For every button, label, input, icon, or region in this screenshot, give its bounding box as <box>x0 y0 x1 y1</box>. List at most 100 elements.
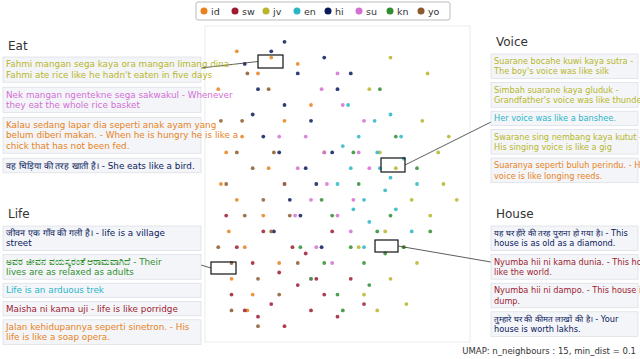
point <box>283 182 287 186</box>
point <box>352 198 356 202</box>
annotation-text: house is worth lakhs. <box>494 324 581 334</box>
legend-label: kn <box>397 6 409 17</box>
point <box>336 315 340 319</box>
point <box>224 151 228 155</box>
point <box>304 135 308 139</box>
point <box>322 151 326 155</box>
point <box>309 103 313 107</box>
leader-line <box>398 246 491 262</box>
point <box>261 230 265 234</box>
plot-frame <box>205 26 470 342</box>
point <box>336 87 340 91</box>
annotation-box <box>491 226 638 251</box>
point <box>256 277 260 281</box>
point <box>243 245 247 249</box>
point <box>240 135 244 139</box>
point <box>428 230 432 234</box>
point <box>322 293 326 297</box>
annotation-text: Grandfather's voice was like thunder <box>494 95 640 105</box>
point <box>314 277 318 281</box>
legend-label: yo <box>428 6 440 17</box>
point <box>288 198 292 202</box>
point <box>330 151 334 155</box>
legend-marker <box>263 8 270 15</box>
point <box>378 87 382 91</box>
point <box>224 214 228 218</box>
annotation-box <box>491 111 638 125</box>
annotation-text: chick that has not been fed. <box>6 141 129 151</box>
point <box>367 87 371 91</box>
annotation-title: Life <box>8 207 30 221</box>
point <box>325 182 329 186</box>
annotation-box <box>3 158 201 173</box>
point <box>362 245 366 249</box>
point <box>410 230 414 234</box>
point <box>375 309 379 313</box>
point <box>352 151 356 155</box>
point <box>389 113 393 117</box>
point <box>251 113 255 117</box>
legend-label: su <box>366 6 377 17</box>
point <box>346 103 350 107</box>
point <box>219 182 223 186</box>
point <box>389 214 393 218</box>
annotation-box <box>491 312 638 337</box>
point <box>367 166 371 170</box>
point <box>341 144 345 148</box>
leader-line <box>405 122 491 165</box>
legend-marker <box>356 8 363 15</box>
annotation-text: Nyumba hii ni dampo. - This house is a <box>494 285 640 295</box>
point <box>357 135 361 139</box>
point <box>277 293 281 297</box>
point <box>246 72 250 76</box>
point <box>251 166 255 170</box>
annotation-text: Life is an arduous trek <box>6 285 105 295</box>
annotation-text: Fahmi mangan sega kaya ora mangan limang… <box>6 59 235 69</box>
annotation-text: voice is like longing reeds. <box>494 171 602 181</box>
point <box>309 198 313 202</box>
annotation-text: Swarane sing nembang kaya kutut - <box>494 132 640 142</box>
point <box>293 214 297 218</box>
point <box>299 214 303 218</box>
point <box>230 277 234 281</box>
point <box>383 188 387 192</box>
point <box>415 261 419 265</box>
point <box>320 87 324 91</box>
point <box>235 198 239 202</box>
point <box>426 72 430 76</box>
annotation-text: they eat the whole rice basket <box>6 100 140 110</box>
point <box>375 230 379 234</box>
legend-label: sw <box>242 6 255 17</box>
point <box>291 245 295 249</box>
point <box>336 214 340 218</box>
annotation-box <box>3 320 201 345</box>
point <box>235 49 239 53</box>
legend-marker <box>201 8 208 15</box>
point <box>375 151 379 155</box>
point <box>299 245 303 249</box>
point <box>362 302 366 306</box>
legend: idswjvenhisuknyo <box>196 2 450 20</box>
point <box>330 261 334 265</box>
point <box>283 40 287 44</box>
annotation-group: Lifeजीवन एक गाँव की गली है। - life is a … <box>3 207 236 344</box>
point <box>296 166 300 170</box>
point <box>399 135 403 139</box>
point <box>269 56 273 60</box>
annotation-box <box>491 54 638 79</box>
point <box>362 119 366 123</box>
region-box <box>211 262 236 274</box>
annotation-box <box>3 302 201 316</box>
annotation-group: EatFahmi mangan sega kaya ora mangan lim… <box>3 39 283 173</box>
point <box>304 252 308 256</box>
point <box>322 56 326 60</box>
point <box>357 245 361 249</box>
point <box>230 293 234 297</box>
legend-marker <box>232 8 239 15</box>
annotation-text: Suarane bocahe kuwi kaya sutra - <box>494 56 633 66</box>
point <box>283 103 287 107</box>
point <box>251 261 255 265</box>
point <box>341 103 345 107</box>
leader-line <box>201 265 211 268</box>
annotation-text: street <box>6 238 32 248</box>
